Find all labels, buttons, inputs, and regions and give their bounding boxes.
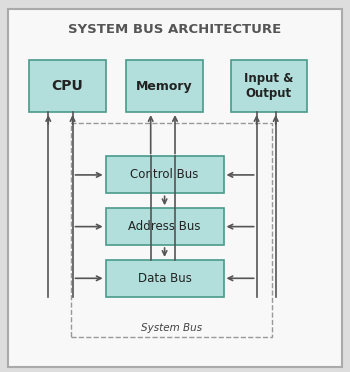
Text: Control Bus: Control Bus	[131, 169, 199, 182]
FancyBboxPatch shape	[106, 208, 224, 245]
Text: System Bus: System Bus	[141, 323, 202, 333]
Bar	[71, 123, 272, 337]
Text: Address Bus: Address Bus	[128, 220, 201, 233]
FancyBboxPatch shape	[29, 61, 106, 112]
Text: Memory: Memory	[136, 80, 193, 93]
FancyBboxPatch shape	[106, 260, 224, 297]
FancyBboxPatch shape	[126, 61, 203, 112]
FancyBboxPatch shape	[231, 61, 307, 112]
Text: SYSTEM BUS ARCHITECTURE: SYSTEM BUS ARCHITECTURE	[68, 23, 282, 36]
Text: Input &
Output: Input & Output	[244, 72, 293, 100]
Text: Data Bus: Data Bus	[138, 272, 191, 285]
Text: CPU: CPU	[51, 79, 83, 93]
FancyBboxPatch shape	[106, 157, 224, 193]
FancyBboxPatch shape	[8, 9, 342, 367]
